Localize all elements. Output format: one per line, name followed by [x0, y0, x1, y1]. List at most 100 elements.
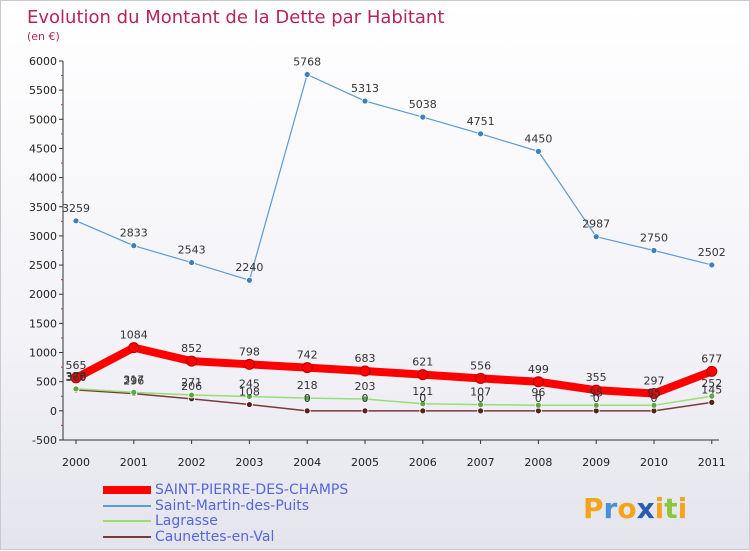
data-label: 378 — [66, 370, 87, 383]
data-point — [72, 217, 80, 225]
data-point — [475, 372, 487, 384]
data-label: 3259 — [62, 202, 90, 215]
series-layer — [70, 71, 718, 415]
data-point — [361, 395, 369, 403]
series-line-1 — [75, 73, 713, 281]
logo-letter: t — [664, 492, 677, 525]
x-tick-label: 2005 — [351, 456, 379, 469]
data-label: 852 — [181, 342, 202, 355]
legend-label: SAINT-PIERRE-DES-CHAMPS — [155, 482, 348, 498]
data-point — [361, 407, 369, 415]
y-tick-label: 4500 — [29, 142, 57, 155]
x-tick-label: 2007 — [467, 456, 495, 469]
data-label: 95 — [589, 386, 603, 399]
y-tick-label: 1000 — [29, 347, 57, 360]
data-point — [592, 233, 600, 241]
legend-label: Saint-Martin-des-Puits — [155, 498, 309, 514]
y-tick-label: 3500 — [29, 201, 57, 214]
data-point — [419, 400, 427, 408]
data-point — [419, 407, 427, 415]
data-point — [419, 113, 427, 121]
logo-text: Proxiti — [583, 492, 687, 525]
data-label: 0 — [477, 392, 484, 405]
data-label: 2987 — [582, 218, 610, 231]
data-label: 5313 — [351, 82, 379, 95]
logo-letter: o — [617, 492, 636, 525]
data-point — [245, 393, 253, 400]
x-tick-label: 2011 — [698, 456, 726, 469]
data-label: 145 — [701, 383, 722, 396]
logo-letter: P — [583, 492, 604, 525]
data-point — [70, 372, 82, 384]
data-label: 297 — [644, 375, 665, 388]
data-label: 0 — [362, 392, 369, 405]
legend: SAINT-PIERRE-DES-CHAMPSSaint-Martin-des-… — [103, 482, 348, 545]
data-label: 4751 — [467, 115, 495, 128]
data-point — [359, 365, 371, 377]
data-point — [477, 401, 485, 409]
data-point — [130, 242, 138, 250]
data-point — [188, 391, 196, 399]
data-point — [650, 247, 658, 254]
y-tick-label: 4000 — [29, 172, 57, 185]
data-point — [590, 384, 602, 396]
chart-title: Evolution du Montant de la Dette par Hab… — [27, 7, 444, 28]
data-label: 798 — [239, 345, 260, 358]
data-label: 355 — [586, 371, 607, 384]
data-label: 0 — [593, 392, 600, 405]
data-point — [650, 401, 658, 409]
x-tick-label: 2000 — [62, 456, 90, 469]
data-label: 2240 — [235, 261, 263, 274]
data-point — [592, 401, 600, 409]
logo-letter: r — [604, 492, 618, 525]
data-point — [303, 71, 311, 78]
x-tick-label: 2006 — [409, 456, 437, 469]
data-point — [245, 401, 253, 408]
y-tick-label: 6000 — [29, 55, 57, 68]
data-point — [188, 259, 196, 266]
data-label: 5038 — [409, 98, 437, 111]
series-line-3 — [75, 389, 713, 412]
data-label: 565 — [66, 359, 87, 372]
x-tick-label: 2010 — [640, 456, 668, 469]
data-point — [303, 407, 311, 415]
data-point — [706, 365, 718, 377]
series-line-0 — [72, 343, 716, 398]
data-label: 556 — [470, 359, 491, 372]
data-label: 2502 — [698, 246, 726, 259]
legend-label: Lagrasse — [155, 513, 218, 529]
data-point — [303, 394, 311, 402]
data-label: 218 — [297, 379, 318, 392]
x-tick-label: 2009 — [582, 456, 610, 469]
y-tick-label: 3000 — [29, 230, 57, 243]
x-tick-label: 2002 — [178, 456, 206, 469]
data-label: 245 — [239, 378, 260, 391]
logo-letter: i — [655, 492, 665, 525]
data-point — [532, 376, 544, 388]
axes: -500 0 500 1000 1500 2000 2500 3000 3500 4000 4500… — [29, 55, 726, 469]
data-point — [708, 261, 716, 269]
data-label: 121 — [412, 385, 433, 398]
y-tick-label: 2500 — [29, 259, 57, 272]
data-label: 203 — [355, 380, 376, 393]
series-line-2 — [75, 388, 713, 407]
data-point — [128, 342, 140, 354]
data-point — [130, 388, 138, 396]
chart-subtitle: (en €) — [27, 30, 60, 43]
legend-label: Caunettes-en-Val — [155, 529, 274, 545]
data-label: 1084 — [120, 329, 148, 342]
data-point — [243, 358, 255, 370]
logo-letter: i — [678, 492, 688, 525]
x-tick-label: 2004 — [293, 456, 321, 469]
proxiti-logo: Proxiti — [583, 492, 687, 525]
data-label: 5768 — [293, 56, 321, 69]
data-point — [535, 401, 542, 409]
data-labels-layer: 360 296 206 108 0 0 0 0 0 0 0 145 378 317 271 245 218 203… — [62, 56, 726, 405]
data-point — [535, 407, 542, 415]
data-label: 271 — [181, 376, 202, 389]
y-tick-label: 5500 — [29, 84, 57, 97]
data-label: 108 — [239, 386, 260, 399]
data-point — [592, 407, 600, 415]
data-label: 252 — [701, 377, 722, 390]
